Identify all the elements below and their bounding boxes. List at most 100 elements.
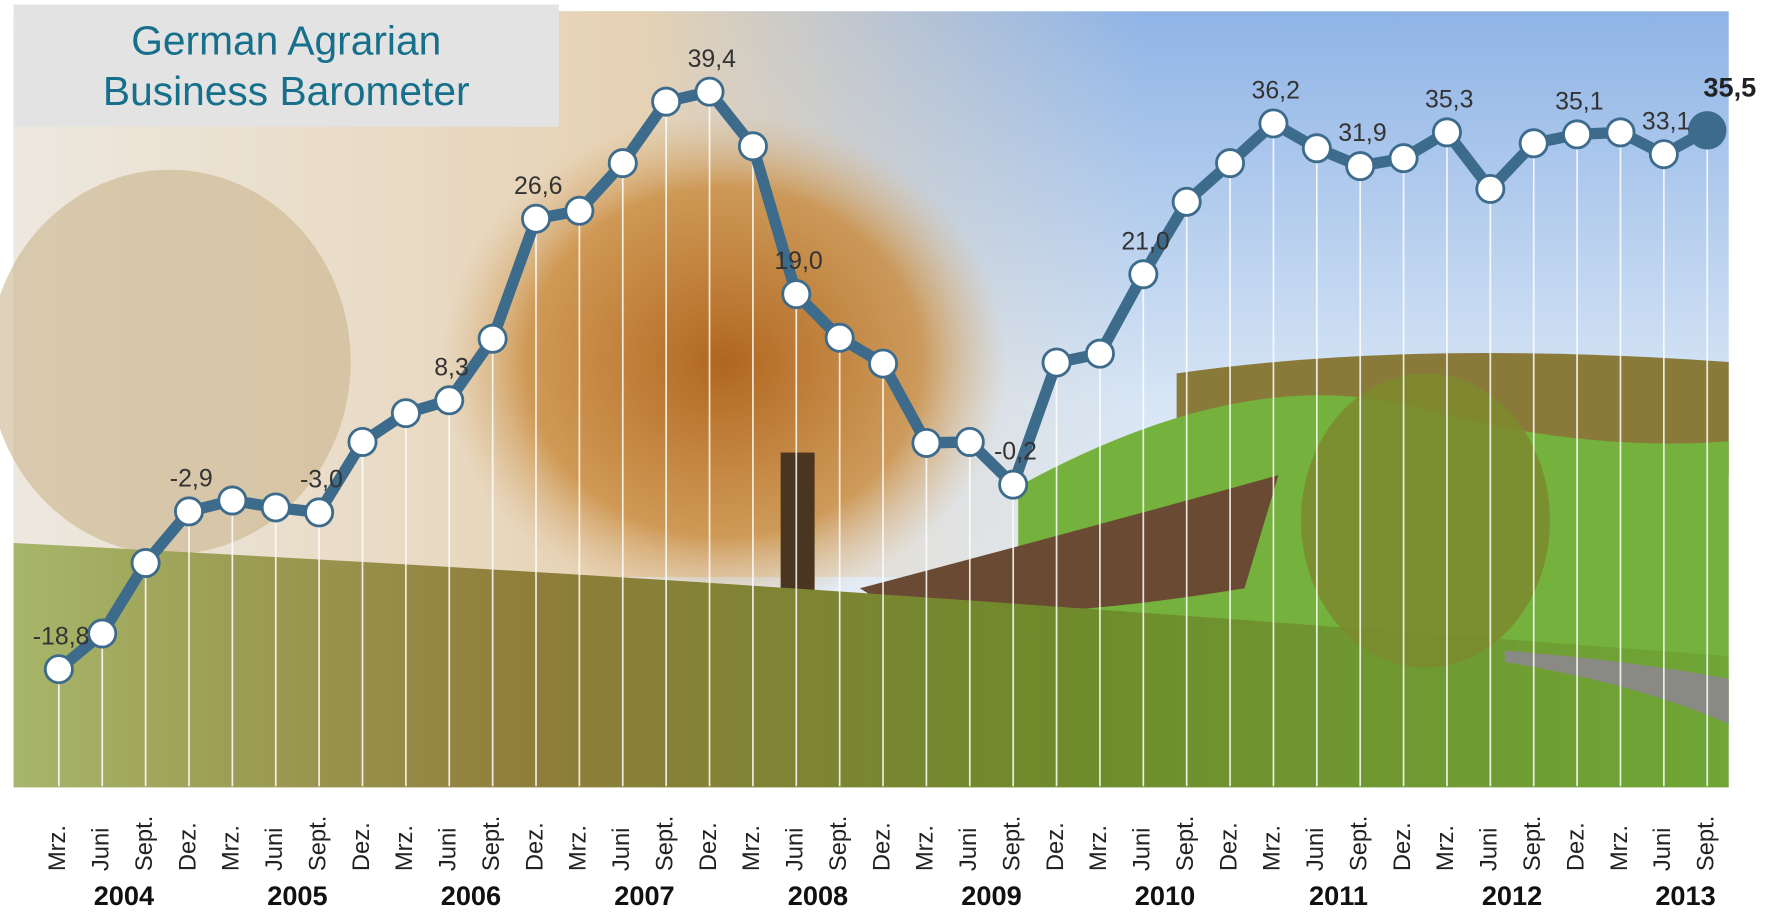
x-tick-label: Sept. xyxy=(998,816,1025,871)
marker xyxy=(217,485,248,516)
x-tick-label: Dez. xyxy=(1042,822,1069,871)
plot: -18,8 -2,9 -3,0 8,3 26,6 39,4 19,0 -0,2 21,0 36,2… xyxy=(33,45,1756,685)
x-tick-label: Mrz. xyxy=(218,825,245,871)
marker xyxy=(737,131,768,162)
plowed-field xyxy=(859,475,1279,617)
year-label: 2012 xyxy=(1482,880,1542,911)
value-label: 19,0 xyxy=(774,247,822,275)
drop-lines xyxy=(58,91,1709,787)
bush xyxy=(1301,373,1550,668)
x-tick-label: Mrz. xyxy=(1259,825,1286,871)
value-label: 35,3 xyxy=(1425,85,1473,113)
x-tick-label: Dez. xyxy=(1562,822,1589,871)
x-tick-label: Juni xyxy=(435,828,462,872)
marker xyxy=(1687,111,1727,150)
x-tick-label: Sept. xyxy=(1519,816,1546,871)
x-tick-label: Mrz. xyxy=(1432,825,1459,871)
road xyxy=(1504,650,1729,725)
x-tick-label: Mrz. xyxy=(391,825,418,871)
meadow xyxy=(13,543,1729,788)
x-tick-label: Juni xyxy=(88,828,115,872)
marker xyxy=(564,195,595,226)
marker xyxy=(1084,338,1115,369)
title-background xyxy=(13,4,559,127)
value-label: 26,6 xyxy=(514,172,562,200)
marker xyxy=(1215,148,1246,179)
value-label: 31,9 xyxy=(1338,119,1386,147)
value-label: -2,9 xyxy=(170,465,213,493)
x-tick-label: Juni xyxy=(1129,828,1156,872)
x-tick-label: Sept. xyxy=(1693,816,1720,871)
marker xyxy=(1388,143,1419,174)
marker xyxy=(911,427,942,458)
x-tick-label: Dez. xyxy=(1389,822,1416,871)
marker xyxy=(130,548,161,579)
x-tick-label: Sept. xyxy=(1345,816,1372,871)
left-trees xyxy=(0,169,351,555)
year-label: 2010 xyxy=(1135,880,1195,911)
marker xyxy=(868,348,899,379)
value-label: 39,4 xyxy=(688,45,737,73)
x-tick-label: Dez. xyxy=(348,822,375,871)
marker xyxy=(521,203,552,234)
x-tick-label: Sept. xyxy=(1172,816,1199,871)
marker xyxy=(1475,173,1506,204)
oak-trunk xyxy=(780,452,815,600)
value-label: -3,0 xyxy=(300,466,343,494)
oak-tree xyxy=(441,113,1007,611)
marker xyxy=(87,618,118,649)
x-tick-label: Juni xyxy=(608,828,635,872)
marker xyxy=(347,426,378,457)
chart-title: German Agrarian xyxy=(131,17,441,63)
year-label: 2013 xyxy=(1655,880,1715,911)
x-tick-label: Sept. xyxy=(825,816,852,871)
x-tick-label: Sept. xyxy=(304,816,331,871)
marker xyxy=(1041,347,1072,378)
year-label: 2008 xyxy=(788,880,848,911)
year-label: 2004 xyxy=(94,880,154,911)
marker xyxy=(1605,117,1636,148)
marker xyxy=(1258,108,1289,139)
marker xyxy=(1648,139,1679,170)
x-tick-label: Juni xyxy=(782,828,809,872)
year-label: 2009 xyxy=(961,880,1021,911)
marker xyxy=(390,398,421,429)
value-label: 33,1 xyxy=(1642,107,1690,135)
marker xyxy=(43,654,74,685)
x-tick-label: Mrz. xyxy=(1085,825,1112,871)
x-tick-label: Dez. xyxy=(174,822,201,871)
marker xyxy=(1171,186,1202,217)
value-label: 35,5 xyxy=(1703,71,1756,102)
x-tick-label: Mrz. xyxy=(1606,825,1633,871)
title-box: German Agrarian Business Barometer xyxy=(13,4,559,127)
x-tick-label: Sept. xyxy=(651,816,678,871)
value-label: -0,2 xyxy=(994,438,1037,466)
marker xyxy=(304,497,335,528)
year-label: 2007 xyxy=(614,880,674,911)
marker xyxy=(998,469,1029,500)
marker xyxy=(694,76,725,107)
x-tick-label: Sept. xyxy=(478,816,505,871)
x-tick-label: Dez. xyxy=(521,822,548,871)
x-tick-label: Juni xyxy=(1302,828,1329,872)
marker xyxy=(651,86,682,117)
marker xyxy=(781,279,812,310)
year-label: 2005 xyxy=(267,880,327,911)
marker xyxy=(824,322,855,353)
x-tick-label: Mrz. xyxy=(565,825,592,871)
value-label: 35,1 xyxy=(1555,87,1603,115)
value-label: -18,8 xyxy=(33,622,90,650)
x-tick-label: Sept. xyxy=(131,816,158,871)
marker xyxy=(173,496,204,527)
background-photo xyxy=(0,11,1729,788)
x-tick-label: Dez. xyxy=(1215,822,1242,871)
chart-title: Business Barometer xyxy=(103,68,470,114)
x-tick-label: Juni xyxy=(955,828,982,872)
marker xyxy=(1301,133,1332,164)
x-tick-label: Dez. xyxy=(695,822,722,871)
marker xyxy=(1562,119,1593,150)
year-label: 2011 xyxy=(1309,880,1368,911)
x-tick-label: Juni xyxy=(1649,828,1676,872)
